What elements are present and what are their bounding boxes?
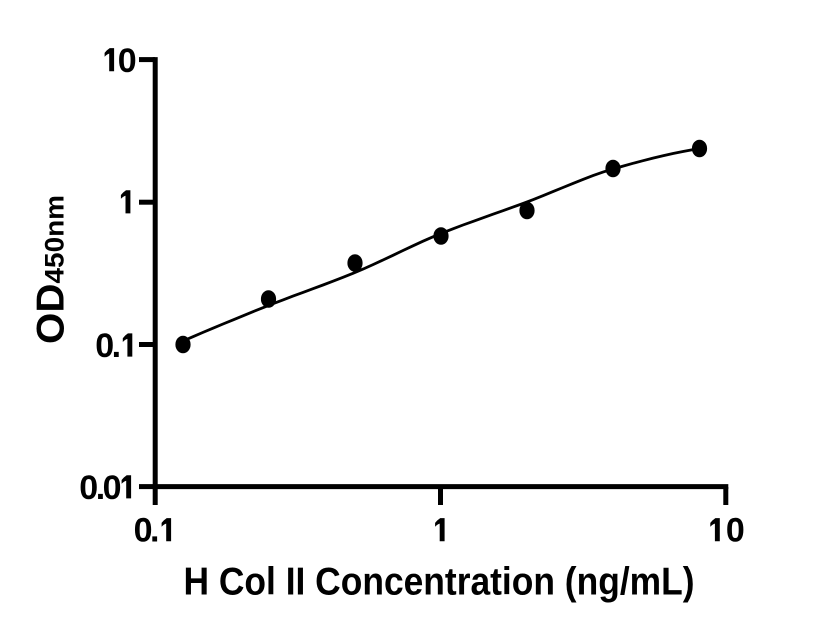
svg-text:0.: 0. xyxy=(134,512,158,550)
svg-text:H Col II Concentration (ng/mL): H Col II Concentration (ng/mL) xyxy=(184,561,695,604)
svg-text:0.: 0. xyxy=(95,327,119,365)
svg-text:0: 0 xyxy=(726,512,745,550)
svg-text:0: 0 xyxy=(118,42,137,80)
svg-text:OD450nm: OD450nm xyxy=(29,195,72,344)
svg-text:0.0: 0.0 xyxy=(79,469,120,507)
